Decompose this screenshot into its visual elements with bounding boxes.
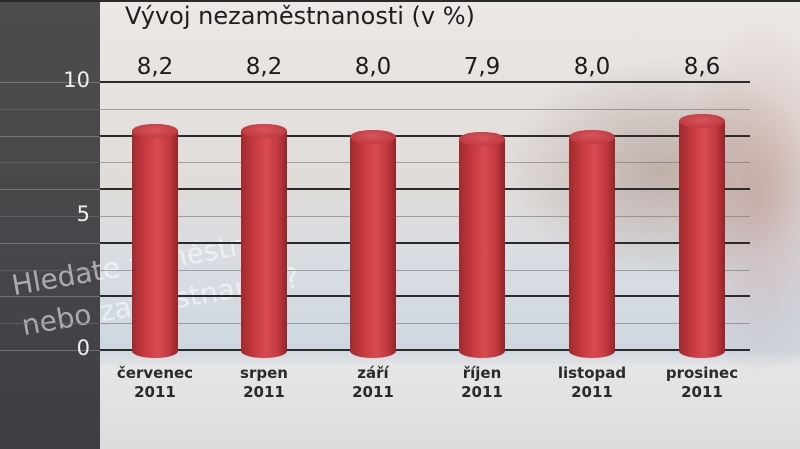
category-label: prosinec 2011 [665,364,739,401]
top-border [0,0,800,2]
gridline [100,188,750,191]
gridline [100,241,750,244]
value-label: 8,2 [245,54,283,80]
category-label: říjen 2011 [461,364,503,401]
bar [569,129,615,358]
bar-cap [132,124,178,139]
gridline [0,82,100,83]
gridline [100,349,750,351]
gridline [0,108,750,110]
gridline [100,295,750,298]
bar-cap [350,129,396,144]
y-axis-panel [0,0,100,449]
gridline [0,350,100,351]
bar-cap [679,113,725,128]
y-tick-label: 5 [76,202,90,226]
value-label: 7,9 [463,54,501,80]
bar [459,132,505,358]
category-label: listopad 2011 [557,364,627,401]
bar [679,113,725,358]
gridline [0,242,100,244]
category-label: srpen 2011 [240,364,288,401]
gridline [0,189,100,191]
chart-title: Vývoj nezaměstnanosti (v %) [125,2,475,30]
value-label: 8,2 [136,54,174,80]
value-label: 8,0 [354,54,392,80]
bar-cap [459,132,505,147]
gridline [100,81,750,83]
bar-cap [569,129,615,144]
value-label: 8,6 [683,54,721,80]
category-label: červenec 2011 [116,364,194,401]
y-tick-label: 0 [76,336,90,360]
gridline [100,134,750,137]
category-label: září 2011 [352,364,394,401]
gridline [0,296,100,298]
bar-cap [241,124,287,139]
gridline [0,135,100,137]
value-label: 8,0 [573,54,611,80]
bar [241,124,287,358]
y-tick-label: 10 [63,68,90,92]
bar [132,124,178,358]
bar [350,129,396,358]
